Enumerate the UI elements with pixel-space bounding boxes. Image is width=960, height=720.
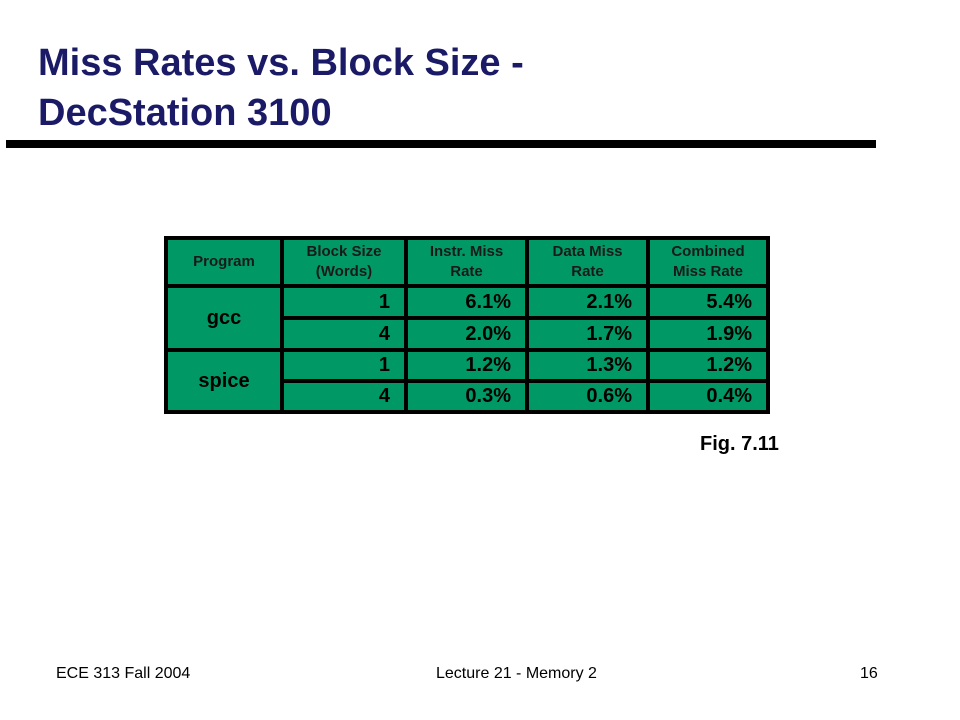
- instr-miss-value: 1.2%: [465, 354, 511, 376]
- instr-miss-cell: 0.3%: [408, 383, 525, 410]
- miss-rate-table: Program Block Size (Words) Instr. Miss R…: [164, 236, 770, 414]
- block-size-cell: 1: [284, 288, 404, 316]
- figure-caption: Fig. 7.11: [700, 433, 779, 455]
- header-program-label: Program: [193, 253, 255, 270]
- slide-title-line-1: Miss Rates vs. Block Size -: [38, 42, 524, 84]
- data-miss-value: 1.7%: [586, 322, 632, 345]
- program-label: gcc: [206, 306, 242, 329]
- footer-course: ECE 313 Fall 2004: [56, 665, 191, 682]
- header-data-miss-rate: Data Miss Rate: [529, 240, 646, 284]
- header-block-size-line-1: Block Size: [306, 243, 382, 260]
- combined-miss-cell: 0.4%: [650, 383, 766, 410]
- header-instr-miss-rate: Instr. Miss Rate: [408, 240, 525, 284]
- header-block-size: Block Size (Words): [284, 240, 404, 284]
- data-miss-value: 1.3%: [586, 354, 632, 376]
- combined-miss-cell: 5.4%: [650, 288, 766, 316]
- combined-miss-value: 1.2%: [706, 354, 752, 376]
- program-cell-spice: spice: [168, 352, 280, 410]
- header-combined-miss-rate: Combined Miss Rate: [650, 240, 766, 284]
- block-size-cell: 4: [284, 383, 404, 410]
- data-miss-value: 0.6%: [586, 385, 632, 407]
- block-size-cell: 4: [284, 320, 404, 348]
- data-miss-cell: 0.6%: [529, 383, 646, 410]
- block-size-value: 4: [378, 385, 390, 407]
- instr-miss-cell: 1.2%: [408, 352, 525, 379]
- header-instr-line-1: Instr. Miss: [429, 243, 504, 260]
- block-size-value: 4: [378, 322, 390, 345]
- data-miss-value: 2.1%: [586, 290, 632, 313]
- instr-miss-value: 2.0%: [465, 322, 511, 345]
- header-instr-line-2: Rate: [450, 263, 483, 280]
- block-size-value: 1: [378, 290, 390, 313]
- combined-miss-cell: 1.9%: [650, 320, 766, 348]
- combined-miss-value: 1.9%: [706, 322, 752, 345]
- header-program: Program: [168, 240, 280, 284]
- instr-miss-cell: 2.0%: [408, 320, 525, 348]
- footer-lecture: Lecture 21 - Memory 2: [436, 665, 597, 682]
- block-size-value: 1: [378, 354, 390, 376]
- header-combined-line-2: Miss Rate: [672, 263, 744, 280]
- program-label: spice: [198, 369, 250, 392]
- data-miss-cell: 1.3%: [529, 352, 646, 379]
- slide-title: Miss Rates vs. Block Size - DecStation 3…: [38, 38, 838, 138]
- instr-miss-value: 0.3%: [465, 385, 511, 407]
- slide-title-line-2: DecStation 3100: [38, 92, 332, 134]
- header-block-size-line-2: (Words): [315, 263, 373, 280]
- combined-miss-value: 5.4%: [706, 290, 752, 313]
- combined-miss-value: 0.4%: [706, 385, 752, 407]
- footer-page-number: 16: [860, 665, 878, 682]
- data-miss-cell: 1.7%: [529, 320, 646, 348]
- block-size-cell: 1: [284, 352, 404, 379]
- combined-miss-cell: 1.2%: [650, 352, 766, 379]
- header-data-line-2: Rate: [571, 263, 604, 280]
- header-data-line-1: Data Miss: [552, 243, 623, 260]
- title-underline: [6, 140, 876, 148]
- program-cell-gcc: gcc: [168, 288, 280, 348]
- instr-miss-value: 6.1%: [465, 290, 511, 313]
- data-miss-cell: 2.1%: [529, 288, 646, 316]
- instr-miss-cell: 6.1%: [408, 288, 525, 316]
- header-combined-line-1: Combined: [671, 243, 745, 260]
